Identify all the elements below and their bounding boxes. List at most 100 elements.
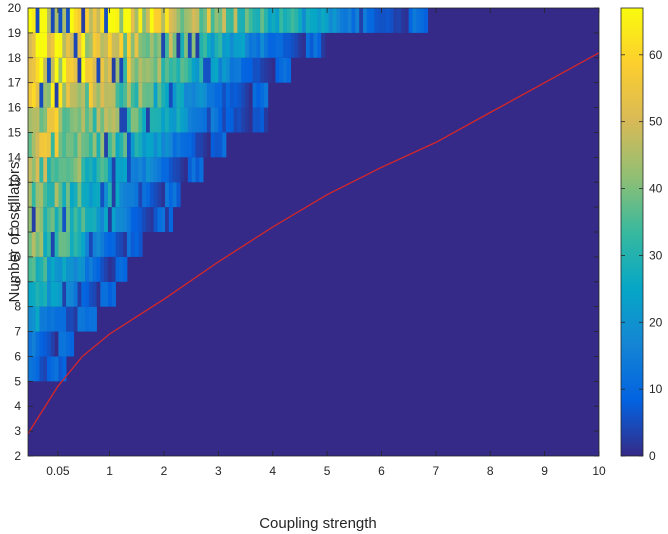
heatmap-cell	[130, 182, 135, 208]
heatmap-cell	[66, 107, 71, 133]
heatmap-cell	[123, 256, 128, 282]
heatmap-cell	[157, 207, 162, 232]
heatmap-cell	[252, 32, 257, 58]
heatmap-cell	[107, 82, 113, 108]
heatmap-cell	[412, 8, 417, 33]
heatmap-cell	[31, 182, 37, 208]
heatmap-cell	[62, 82, 67, 108]
heatmap-cell	[146, 8, 151, 33]
heatmap-cell	[58, 256, 63, 282]
heatmap-cell	[149, 82, 155, 108]
heatmap-cell	[328, 8, 333, 33]
heatmap-cell	[39, 281, 44, 307]
heatmap-cell	[187, 157, 193, 183]
heatmap-cell	[47, 331, 52, 357]
heatmap-cell	[206, 8, 212, 33]
colorbar-tick-label: 0	[649, 449, 656, 463]
heatmap-cell	[420, 8, 425, 33]
heatmap-cell	[111, 207, 116, 232]
heatmap-cell	[96, 182, 101, 208]
heatmap-cell	[77, 32, 82, 58]
heatmap-cell	[153, 182, 158, 208]
heatmap-cell	[134, 232, 139, 257]
heatmap-cell	[107, 207, 113, 232]
heatmap-cell	[69, 232, 75, 257]
heatmap-cell	[237, 57, 242, 83]
y-tick-label: 8	[14, 300, 21, 314]
heatmap-cell	[104, 82, 109, 108]
heatmap-cell	[260, 82, 265, 108]
heatmap-cell	[77, 306, 82, 332]
heatmap-cell	[157, 182, 162, 208]
heatmap-cell	[39, 306, 44, 332]
heatmap-cell	[54, 32, 59, 58]
heatmap-cell	[73, 182, 78, 208]
heatmap-cell	[119, 57, 124, 83]
heatmap-cell	[43, 207, 48, 232]
heatmap-cell	[248, 32, 253, 58]
heatmap-cell	[50, 32, 56, 58]
heatmap-cell	[58, 107, 63, 133]
heatmap-cell	[229, 107, 234, 133]
heatmap-cell	[161, 82, 166, 108]
heatmap-cell	[85, 182, 90, 208]
heatmap-cell	[66, 157, 71, 183]
heatmap-cell	[47, 82, 52, 108]
heatmap-cell	[73, 57, 78, 83]
heatmap-cell	[58, 356, 63, 382]
heatmap-cell	[43, 306, 48, 332]
heatmap-cell	[50, 256, 56, 282]
heatmap-cell	[115, 32, 120, 58]
heatmap-cell	[69, 281, 75, 307]
heatmap-cell	[176, 57, 181, 83]
heatmap-cell	[305, 32, 311, 58]
heatmap-cell	[290, 8, 295, 33]
heatmap-cell	[54, 331, 59, 357]
heatmap-cell	[54, 232, 59, 257]
heatmap-cell	[362, 8, 368, 33]
heatmap-cell	[31, 331, 37, 357]
heatmap-cell	[225, 57, 231, 83]
heatmap-cell	[168, 32, 174, 58]
heatmap-cell	[62, 306, 67, 332]
heatmap-cell	[123, 82, 128, 108]
heatmap-cell	[142, 82, 147, 108]
heatmap-cell	[96, 207, 101, 232]
heatmap-cell	[73, 281, 78, 307]
y-tick-label: 3	[14, 424, 21, 438]
heatmap-cell	[222, 107, 227, 133]
heatmap-cell	[187, 57, 193, 83]
heatmap-cell	[256, 32, 261, 58]
heatmap-cell	[302, 32, 307, 58]
heatmap-cell	[176, 8, 181, 33]
heatmap-cell	[210, 8, 215, 33]
heatmap-cell	[77, 232, 82, 257]
heatmap-cell	[111, 232, 116, 257]
heatmap-cell	[28, 132, 33, 158]
y-axis-label: Number of oscillators	[6, 162, 23, 303]
heatmap-cell	[58, 57, 63, 83]
heatmap-cell	[81, 157, 86, 183]
x-tick-label: 7	[433, 464, 440, 478]
heatmap-cell	[28, 331, 33, 357]
heatmap-cell	[81, 82, 86, 108]
colorbar-tick-label: 10	[649, 382, 663, 396]
y-tick-label: 15	[8, 125, 22, 139]
heatmap-cell	[206, 107, 212, 133]
heatmap-cell	[58, 182, 63, 208]
heatmap-cell	[88, 57, 94, 83]
heatmap-cell	[123, 107, 128, 133]
heatmap-cell	[233, 107, 238, 133]
heatmap-cell	[66, 182, 71, 208]
heatmap-cell	[237, 82, 242, 108]
heatmap-cell	[96, 8, 101, 33]
heatmap-cell	[146, 32, 151, 58]
heatmap-cell	[225, 8, 231, 33]
heatmap-cell	[43, 331, 48, 357]
heatmap-cell	[214, 132, 219, 158]
heatmap-cell	[244, 8, 250, 33]
heatmap-cell	[62, 182, 67, 208]
x-axis-ticks: 0.05 1 2 3 4 5 6 7 8 9 10	[46, 8, 606, 478]
heatmap-cell	[115, 232, 120, 257]
